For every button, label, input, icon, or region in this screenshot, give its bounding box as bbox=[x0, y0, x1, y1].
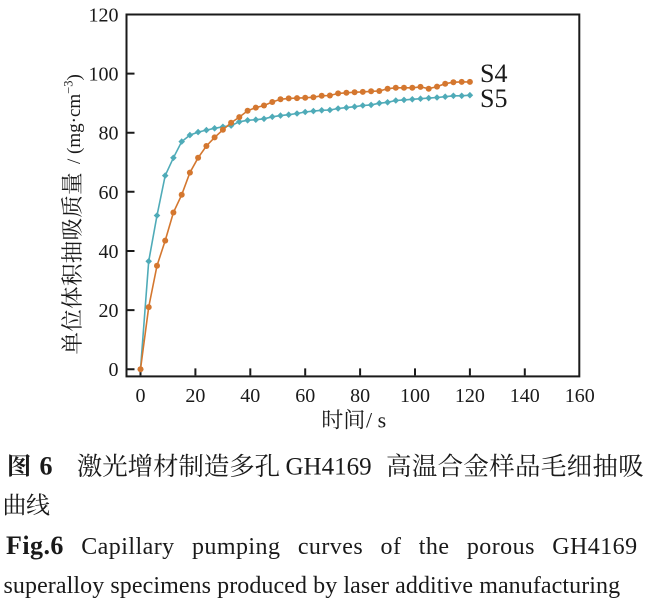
svg-text:GH4169: GH4169 bbox=[286, 454, 372, 481]
svg-text:160: 160 bbox=[565, 385, 595, 407]
svg-text:120: 120 bbox=[89, 5, 119, 27]
svg-text:S5: S5 bbox=[480, 84, 507, 113]
svg-text:/ (mg·cm−3): / (mg·cm−3) bbox=[62, 74, 86, 164]
svg-text:/ s: / s bbox=[366, 408, 386, 433]
svg-text:40: 40 bbox=[240, 385, 260, 407]
svg-text:100: 100 bbox=[400, 385, 430, 407]
svg-text:6: 6 bbox=[40, 452, 53, 481]
svg-text:20: 20 bbox=[185, 385, 205, 407]
svg-text:20: 20 bbox=[99, 300, 119, 322]
svg-text:0: 0 bbox=[109, 359, 119, 381]
svg-text:100: 100 bbox=[89, 64, 119, 86]
svg-text:120: 120 bbox=[455, 385, 485, 407]
svg-text:0: 0 bbox=[136, 385, 146, 407]
svg-text:40: 40 bbox=[99, 241, 119, 263]
svg-text:80: 80 bbox=[350, 385, 370, 407]
svg-text:140: 140 bbox=[510, 385, 540, 407]
svg-text:60: 60 bbox=[99, 182, 119, 204]
svg-text:80: 80 bbox=[99, 123, 119, 145]
svg-text:60: 60 bbox=[295, 385, 315, 407]
svg-text:S4: S4 bbox=[480, 59, 507, 88]
